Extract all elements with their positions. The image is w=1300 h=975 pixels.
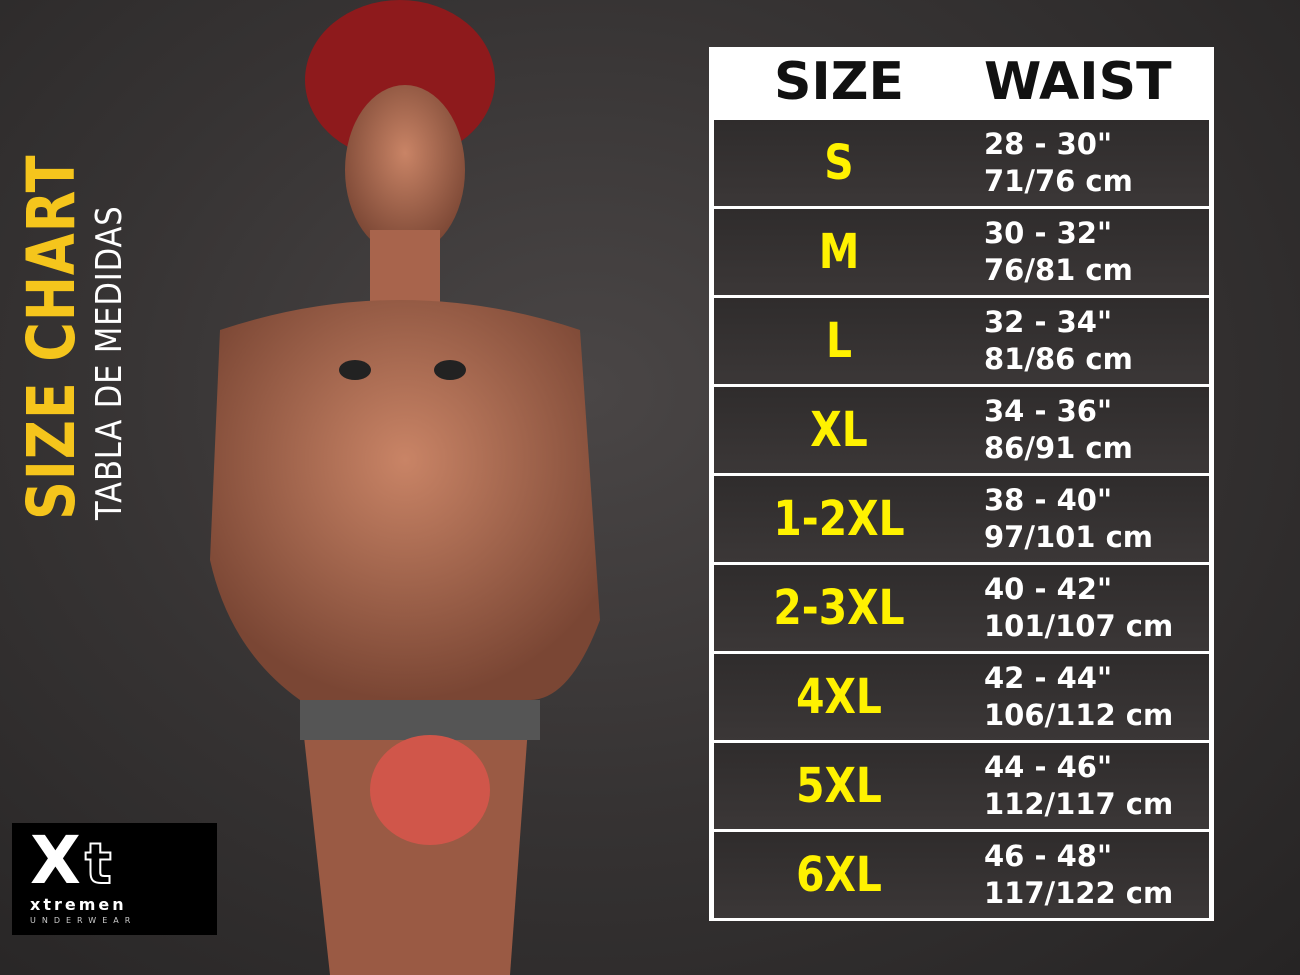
table-header: SIZE WAIST (714, 47, 1209, 117)
size-label: 1-2XL (773, 491, 905, 547)
logo-mark-t: t (84, 832, 113, 897)
waist-cm: 97/101 cm (984, 520, 1153, 554)
table-row: 1-2XL 38 - 40" 97/101 cm (714, 476, 1209, 562)
logo-brand: xtremen (30, 895, 127, 914)
waist-cm: 76/81 cm (984, 253, 1133, 287)
model-photo (210, 0, 600, 975)
waist-cm: 117/122 cm (984, 876, 1174, 910)
waist-cm: 81/86 cm (984, 342, 1133, 376)
waist-cm: 112/117 cm (984, 787, 1174, 821)
torso (210, 300, 600, 700)
waist-value: 28 - 30" 71/76 cm (964, 126, 1209, 200)
table-row: 5XL 44 - 46" 112/117 cm (714, 743, 1209, 829)
table-row: S 28 - 30" 71/76 cm (714, 120, 1209, 206)
goggle-left (339, 360, 371, 380)
waist-value: 34 - 36" 86/91 cm (964, 393, 1209, 467)
table-row: 2-3XL 40 - 42" 101/107 cm (714, 565, 1209, 651)
header-size: SIZE (773, 52, 905, 112)
waist-value: 30 - 32" 76/81 cm (964, 215, 1209, 289)
waist-value: 40 - 42" 101/107 cm (964, 571, 1209, 645)
size-label: 2-3XL (773, 580, 905, 636)
waist-inches: 46 - 48" (984, 839, 1113, 873)
waist-cm: 86/91 cm (984, 431, 1133, 465)
waist-value: 42 - 44" 106/112 cm (964, 660, 1209, 734)
waist-cm: 106/112 cm (984, 698, 1174, 732)
waist-value: 44 - 46" 112/117 cm (964, 749, 1209, 823)
waistband (300, 700, 540, 740)
logo-mark-x: X (30, 823, 81, 899)
goggle-right (434, 360, 466, 380)
header-waist: WAIST (984, 52, 1172, 112)
logo-mark: X t (30, 823, 207, 899)
table-row: M 30 - 32" 76/81 cm (714, 209, 1209, 295)
size-label: L (825, 313, 853, 369)
waist-value: 38 - 40" 97/101 cm (964, 482, 1209, 556)
size-label: M (818, 224, 860, 280)
table-row: L 32 - 34" 81/86 cm (714, 298, 1209, 384)
table-row: 6XL 46 - 48" 117/122 cm (714, 832, 1209, 918)
side-title: SIZE CHART TABLA DE MEDIDAS (13, 74, 130, 520)
waist-inches: 40 - 42" (984, 572, 1113, 606)
waist-value: 32 - 34" 81/86 cm (964, 304, 1209, 378)
waist-cm: 101/107 cm (984, 609, 1174, 643)
size-label: 5XL (796, 758, 882, 814)
waist-inches: 30 - 32" (984, 216, 1113, 250)
logo-tagline: UNDERWEAR (30, 916, 137, 925)
size-table: SIZE WAIST S 28 - 30" 71/76 cm M 30 - 32… (709, 47, 1214, 921)
brand-logo: X t xtremen UNDERWEAR (12, 823, 217, 935)
table-row: 4XL 42 - 44" 106/112 cm (714, 654, 1209, 740)
pouch (370, 735, 490, 845)
waist-inches: 28 - 30" (984, 127, 1113, 161)
size-chart-title: SIZE CHART (13, 154, 90, 520)
neck (370, 230, 440, 310)
size-label: S (824, 135, 854, 191)
size-label: 6XL (796, 847, 882, 903)
table-row: XL 34 - 36" 86/91 cm (714, 387, 1209, 473)
waist-inches: 38 - 40" (984, 483, 1113, 517)
size-label: 4XL (796, 669, 882, 725)
head (345, 85, 465, 255)
size-label: XL (810, 402, 868, 458)
waist-value: 46 - 48" 117/122 cm (964, 838, 1209, 912)
waist-inches: 42 - 44" (984, 661, 1113, 695)
waist-inches: 32 - 34" (984, 305, 1113, 339)
waist-inches: 34 - 36" (984, 394, 1113, 428)
waist-inches: 44 - 46" (984, 750, 1113, 784)
size-chart-subtitle: TABLA DE MEDIDAS (89, 205, 130, 520)
waist-cm: 71/76 cm (984, 164, 1133, 198)
